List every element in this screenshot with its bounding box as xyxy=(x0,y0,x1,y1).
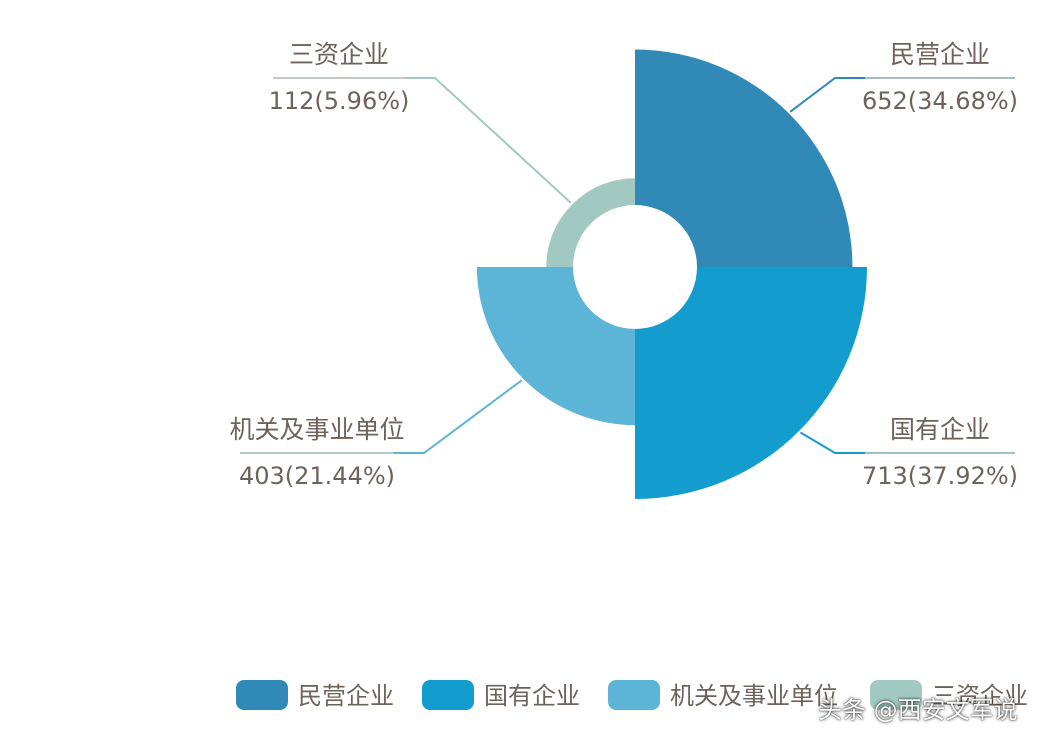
rose-slice[interactable] xyxy=(476,267,635,426)
legend-label[interactable]: 国有企业 xyxy=(484,682,580,710)
watermark: 头条 @西安文军说 xyxy=(818,696,1018,724)
legend-label[interactable]: 三资企业 xyxy=(932,682,1028,710)
slice-label-value: 652(34.68%) xyxy=(862,87,1018,115)
rose-slice[interactable] xyxy=(635,267,867,499)
legend-label[interactable]: 民营企业 xyxy=(298,682,394,710)
slice-label-value: 403(21.44%) xyxy=(239,462,395,490)
rose-slice[interactable] xyxy=(546,178,635,267)
slice-label-name: 民营企业 xyxy=(890,40,990,69)
legend-swatch[interactable] xyxy=(422,680,474,710)
slice-label-name: 机关及事业单位 xyxy=(229,415,404,444)
rose-slice[interactable] xyxy=(635,49,853,268)
slice-label-value: 112(5.96%) xyxy=(269,87,410,115)
legend-swatch[interactable] xyxy=(870,680,922,710)
legend-swatch[interactable] xyxy=(608,680,660,710)
slice-label-value: 713(37.92%) xyxy=(862,462,1018,490)
slice-label-name: 三资企业 xyxy=(289,40,389,69)
legend-label[interactable]: 机关及事业单位 xyxy=(670,682,838,710)
legend: 民营企业 国有企业 机关及事业单位 三资企业 xyxy=(236,680,1028,710)
legend-swatch[interactable] xyxy=(236,680,288,710)
slice-label-name: 国有企业 xyxy=(890,415,990,444)
